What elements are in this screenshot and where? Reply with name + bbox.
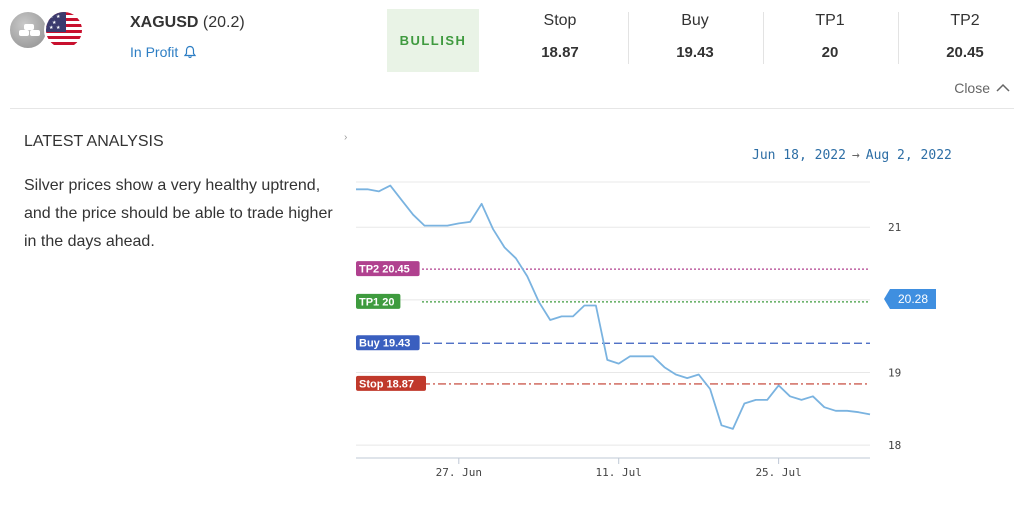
level-tag-text: TP1 20 [359, 296, 394, 308]
chevron-right-icon[interactable]: › [344, 132, 348, 143]
level-tag-bg [356, 293, 401, 309]
tp1-level-tag: TP1 20 [356, 293, 401, 309]
divider [628, 12, 629, 64]
last-price-tag-bg [884, 289, 936, 309]
tp1-level: TP1 20 [770, 12, 890, 72]
profit-status: In Profit [130, 44, 197, 60]
tp2-level: TP2 20.45 [905, 12, 1024, 72]
us-flag-icon: ★ ★ ★ ★ ★ [44, 10, 84, 50]
x-tick-label: 11. Jul [596, 466, 642, 479]
y-tick-label: 21 [888, 221, 901, 234]
close-label: Close [954, 80, 990, 96]
buy-label: Buy [681, 12, 709, 29]
buy-value: 19.43 [676, 44, 714, 61]
tp1-label: TP1 [815, 12, 845, 29]
buy-level-tag: Buy 19.43 [356, 335, 420, 351]
analysis-text: Silver prices show a very healthy uptren… [24, 177, 333, 250]
analysis-title: LATEST ANALYSIS [24, 133, 164, 150]
x-tick-label: 25. Jul [755, 466, 801, 479]
header-divider [10, 108, 1014, 109]
level-tag-text: TP2 20.45 [359, 264, 410, 276]
chevron-up-icon [996, 83, 1010, 92]
last-price-value: 20.28 [898, 292, 928, 306]
stop-level: Stop 18.87 [500, 12, 620, 72]
level-tag-bg [356, 261, 420, 277]
instrument-symbol: XAGUSD [130, 14, 199, 31]
close-button[interactable]: Close [954, 80, 1010, 96]
tp2-label: TP2 [950, 12, 980, 29]
date-from: Jun 18, 2022 [752, 148, 846, 163]
y-tick-label: 18 [888, 439, 901, 452]
profit-status-label: In Profit [130, 44, 179, 60]
divider [898, 12, 899, 64]
x-tick-label: 27. Jun [436, 466, 482, 479]
date-range: Jun 18, 2022 → Aug 2, 2022 [752, 148, 952, 163]
instrument-title: XAGUSD (20.2) [130, 14, 245, 32]
divider [763, 12, 764, 64]
instrument-price: (20.2) [202, 14, 245, 31]
instrument-flags: ★ ★ ★ ★ ★ [8, 10, 88, 50]
stop-level-tag: Stop 18.87 [356, 375, 426, 391]
date-to: Aug 2, 2022 [865, 148, 952, 163]
price-line [356, 184, 871, 430]
sentiment-badge: BULLISH [387, 9, 479, 72]
date-arrow: → [851, 148, 860, 163]
bell-icon[interactable] [183, 45, 197, 59]
tp2-value: 20.45 [946, 44, 984, 61]
y-tick-label: 19 [888, 366, 901, 379]
stop-value: 18.87 [541, 44, 579, 61]
tp2-level-tag: TP2 20.45 [356, 261, 420, 277]
trade-header: ★ ★ ★ ★ ★ XAGUSD (20.2) In Profit BULLISH … [0, 0, 1024, 108]
last-price-tag: 20.28 [884, 289, 936, 309]
stop-label: Stop [543, 12, 577, 29]
level-tag-bg [356, 375, 426, 391]
buy-level: Buy 19.43 [635, 12, 755, 72]
tp1-value: 20 [821, 44, 839, 61]
level-tag-bg [356, 335, 420, 351]
silver-bars-icon [8, 10, 48, 50]
level-tag-text: Stop 18.87 [359, 378, 414, 390]
level-tag-text: Buy 19.43 [359, 338, 410, 350]
